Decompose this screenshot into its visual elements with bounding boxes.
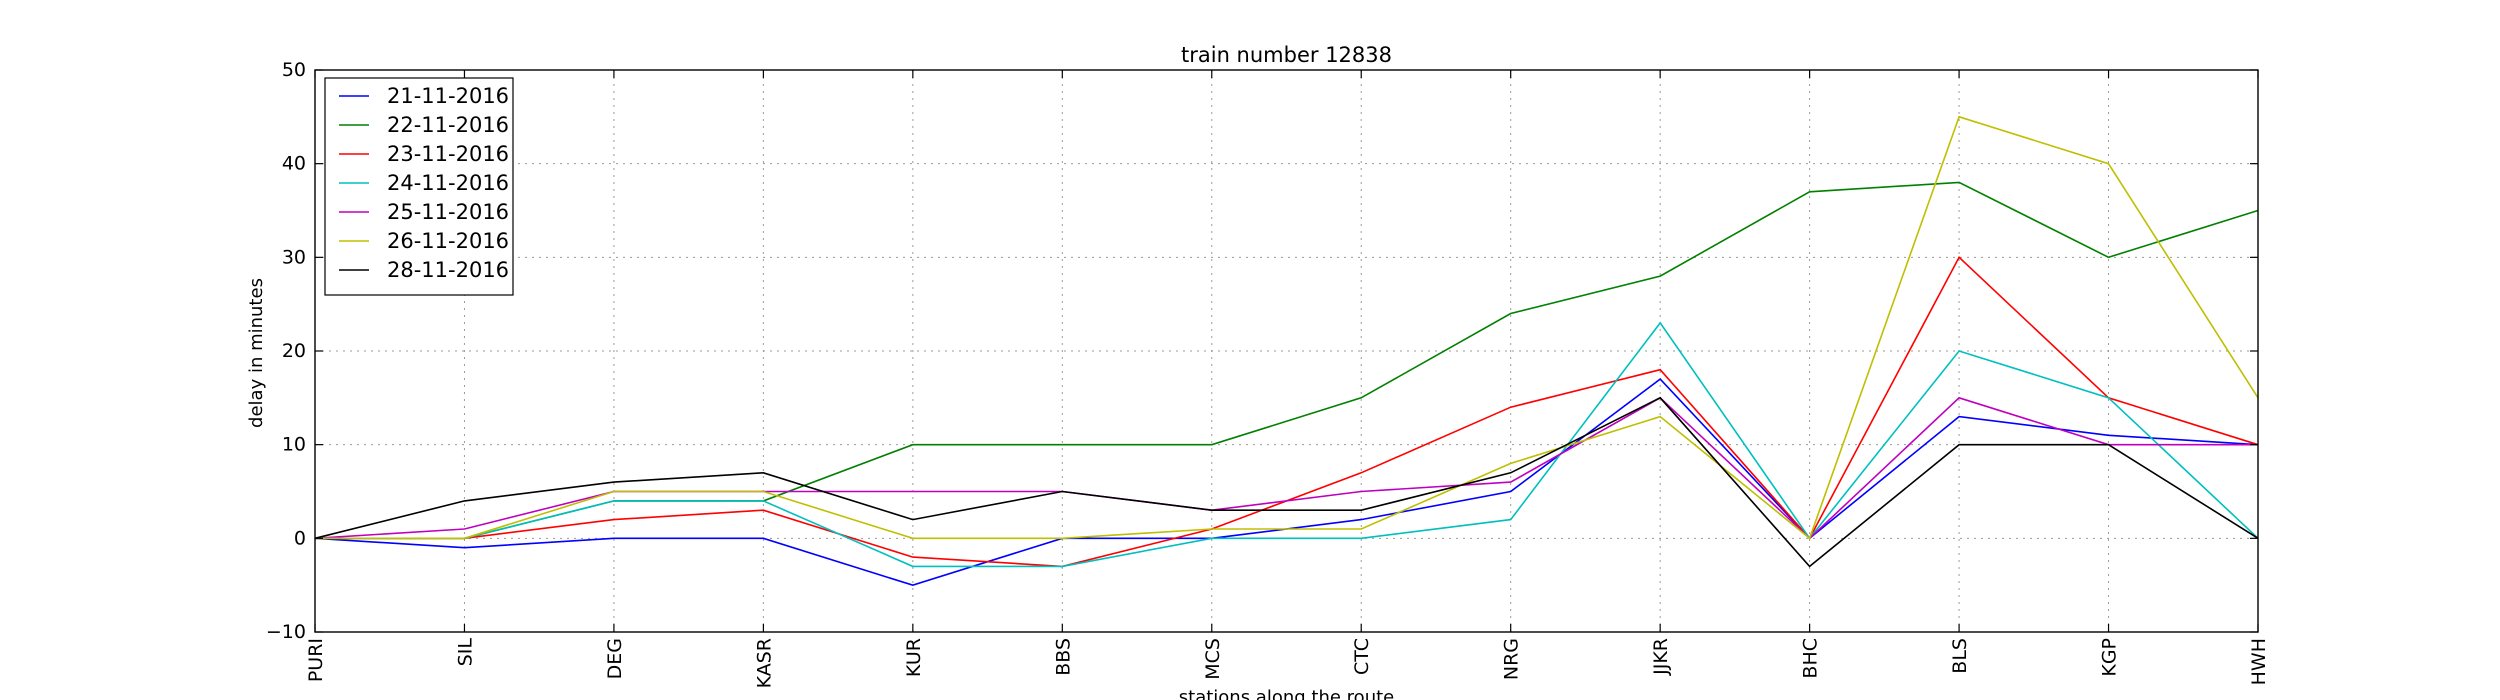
legend-entry: 22-11-2016 bbox=[387, 113, 509, 137]
series-line-25-11-2016 bbox=[314, 396, 2258, 540]
legend: 21-11-2016 22-11-2016 23-11-2016 24-11-2016… bbox=[324, 77, 514, 296]
x-tick-label: CTC bbox=[1351, 638, 1373, 675]
series-line-24-11-2016 bbox=[315, 321, 2259, 568]
legend-box bbox=[324, 77, 514, 296]
x-tick-label: NRG bbox=[1501, 638, 1523, 680]
legend-entry: 28-11-2016 bbox=[387, 258, 509, 282]
x-tick-label: MCS bbox=[1202, 638, 1224, 680]
y-tick-label: 20 bbox=[282, 340, 306, 362]
series-line-23-11-2016 bbox=[315, 256, 2259, 568]
y-tick-label: 30 bbox=[282, 246, 306, 268]
y-tick-label: 10 bbox=[282, 434, 306, 456]
x-tick-label: JJKR bbox=[1650, 638, 1672, 676]
legend-entry: 23-11-2016 bbox=[387, 142, 509, 166]
axis-ticks: −10 0 10 20 30 40 50 PURI SIL DEG KASR KUR BBS MCS CTC… bbox=[266, 59, 2270, 688]
x-tick-label: KASR bbox=[753, 638, 775, 688]
x-tick-label: BLS bbox=[1949, 638, 1971, 674]
x-tick-label: KUR bbox=[903, 638, 925, 677]
y-axis-label: delay in minutes bbox=[246, 278, 267, 428]
series-line-21-11-2016 bbox=[314, 378, 2259, 587]
grid bbox=[315, 70, 2258, 632]
chart-title: train number 12838 bbox=[1181, 43, 1392, 67]
y-tick-label: −10 bbox=[266, 621, 306, 643]
y-tick-label: 0 bbox=[294, 527, 306, 549]
y-tick-label: 50 bbox=[282, 59, 306, 81]
plot-area-frame bbox=[314, 69, 2259, 633]
series-line-22-11-2016 bbox=[315, 181, 2259, 540]
legend-entry: 24-11-2016 bbox=[387, 171, 509, 195]
x-tick-label: PURI bbox=[305, 638, 327, 682]
x-tick-label: BBS bbox=[1052, 638, 1074, 676]
legend-entry: 26-11-2016 bbox=[387, 229, 509, 253]
series-line-26-11-2016 bbox=[315, 115, 2259, 540]
legend-entry: 21-11-2016 bbox=[387, 84, 509, 108]
series-line-28-11-2016 bbox=[314, 396, 2259, 568]
x-tick-label: HWH bbox=[2248, 638, 2270, 685]
x-axis-label: stations along the route bbox=[1179, 687, 1394, 700]
x-tick-label: BHC bbox=[1800, 638, 1822, 679]
series-lines bbox=[314, 115, 2259, 587]
legend-entry: 25-11-2016 bbox=[387, 200, 509, 224]
x-tick-label: DEG bbox=[604, 638, 626, 679]
x-tick-label: SIL bbox=[454, 638, 476, 667]
y-tick-label: 40 bbox=[282, 153, 306, 175]
x-tick-label: KGP bbox=[2099, 638, 2121, 677]
